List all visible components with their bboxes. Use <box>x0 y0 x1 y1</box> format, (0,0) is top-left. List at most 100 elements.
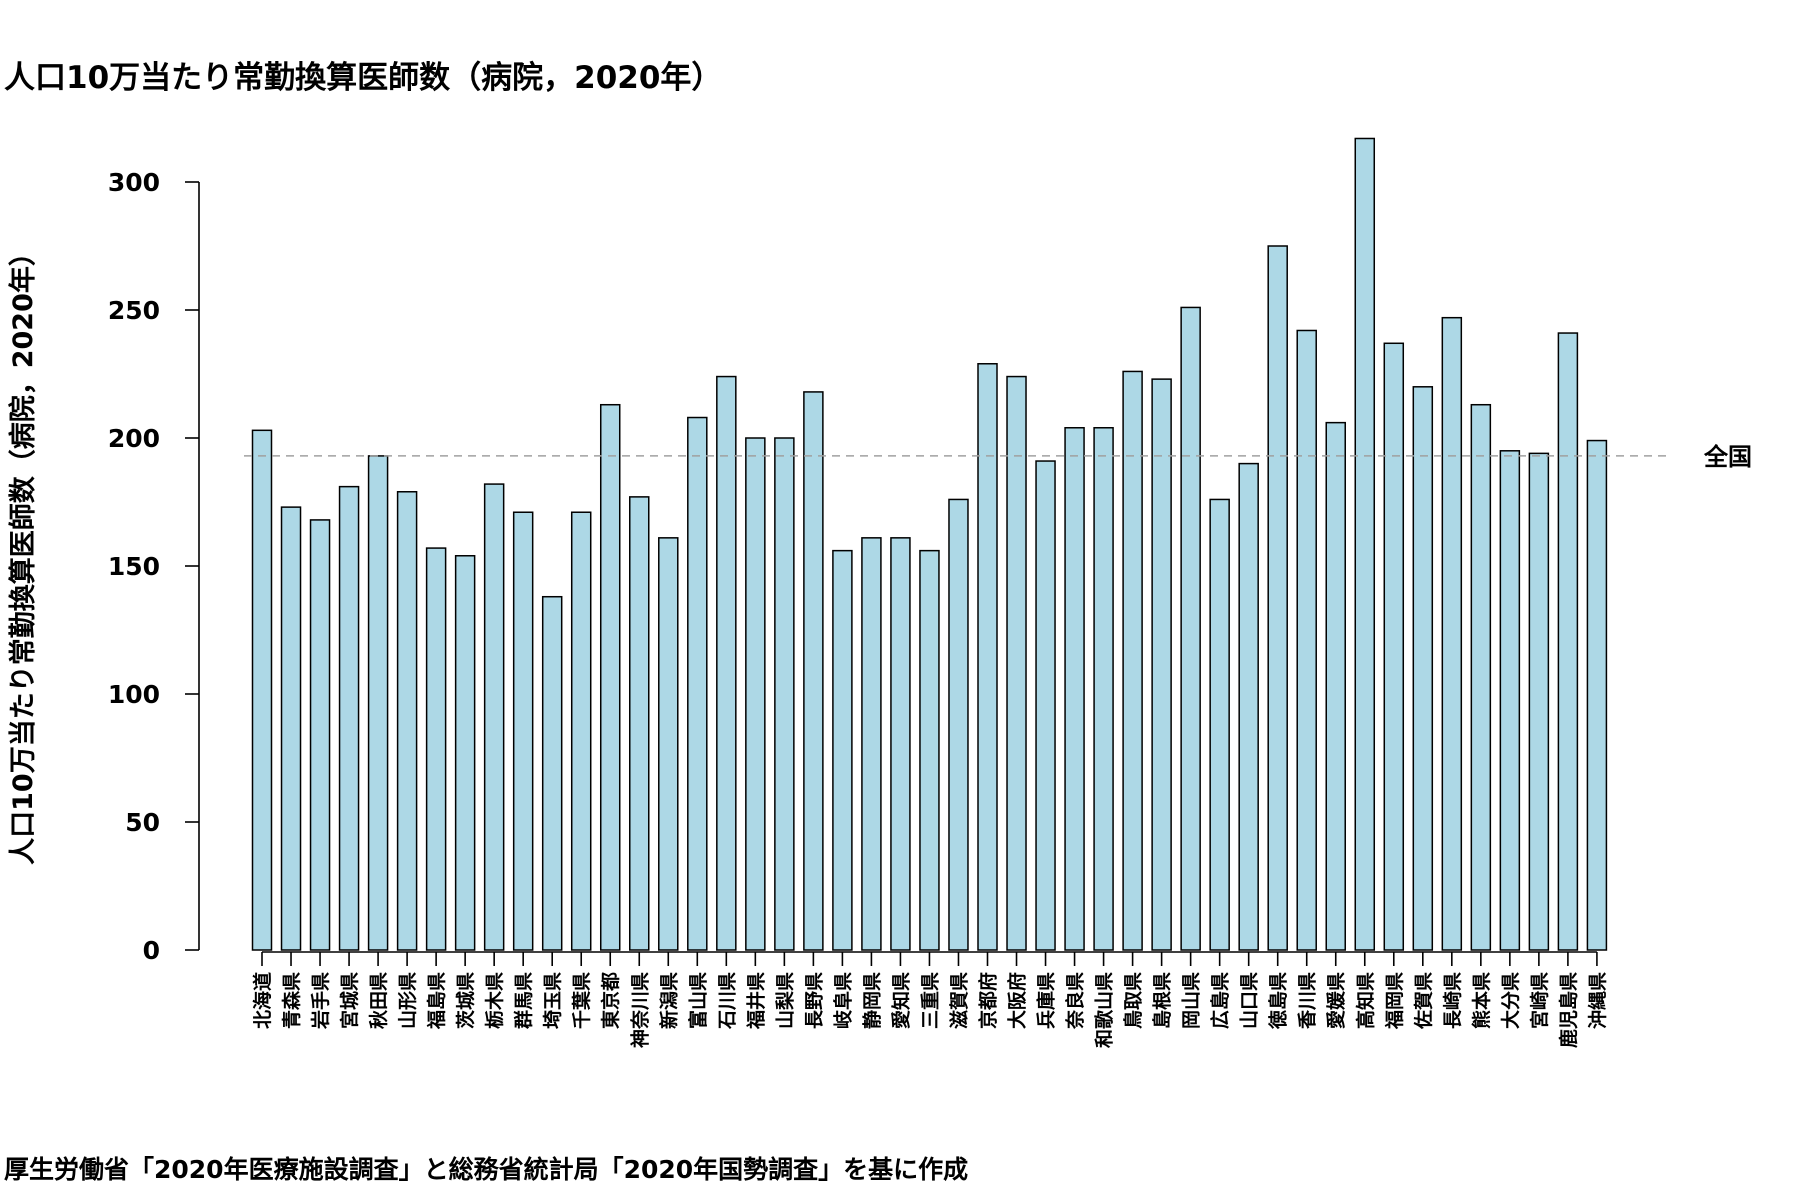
x-tick-label: 石川県 <box>716 972 738 1030</box>
bar <box>1325 421 1346 951</box>
bar <box>1006 375 1027 951</box>
bar <box>1528 452 1550 951</box>
bar <box>1412 386 1434 951</box>
x-tick-label: 山梨県 <box>773 972 796 1029</box>
bar <box>1151 378 1172 951</box>
x-tick-label: 高知県 <box>1354 972 1377 1029</box>
x-tick-label: 福井県 <box>744 972 767 1030</box>
x-tick-label: 滋賀県 <box>947 972 970 1029</box>
bar <box>629 496 650 951</box>
bar <box>1586 439 1608 951</box>
bar <box>1354 137 1376 951</box>
bar <box>832 549 853 951</box>
bar <box>483 483 505 951</box>
y-tick-label: 50 <box>125 808 160 837</box>
x-tick-label: 沖縄県 <box>1586 972 1609 1029</box>
bar <box>454 555 476 951</box>
x-tick-label: 東京都 <box>599 972 622 1029</box>
bar <box>251 429 273 951</box>
bar <box>977 363 998 951</box>
bar <box>1499 450 1521 951</box>
x-tick-label: 和歌山県 <box>1093 972 1116 1048</box>
x-tick-label: 山形県 <box>397 972 419 1029</box>
bar <box>1238 462 1259 951</box>
bar <box>1470 403 1492 951</box>
bar <box>338 485 360 951</box>
bar <box>890 537 911 951</box>
x-tick-label: 宮崎県 <box>1528 972 1551 1029</box>
y-tick-label: 0 <box>143 936 160 965</box>
x-tick-label: 岐阜県 <box>831 972 854 1029</box>
x-tick-label: 栃木県 <box>483 972 506 1029</box>
bar <box>599 403 621 951</box>
bar <box>1093 427 1114 951</box>
bar <box>774 437 795 951</box>
x-tick-label: 大分県 <box>1499 972 1522 1029</box>
y-tick-label: 250 <box>108 296 160 325</box>
bar <box>396 491 418 951</box>
bar <box>658 537 679 951</box>
reference-line-group: 全国 <box>244 443 1752 471</box>
x-tick-label: 鳥取県 <box>1122 972 1145 1029</box>
x-tick-label: 佐賀県 <box>1412 972 1435 1030</box>
bar <box>1035 460 1056 951</box>
source-note: 厚生労働省「2020年医療施設調査」と総務省統計局「2020年国勢調査」を基に作… <box>4 1155 969 1184</box>
x-tick-label: 宮城県 <box>338 972 361 1029</box>
y-tick-label: 150 <box>108 552 160 581</box>
y-tick-label: 300 <box>108 168 160 197</box>
bar <box>1122 370 1143 951</box>
x-tick-label: 三重県 <box>919 972 941 1029</box>
bar <box>919 549 940 951</box>
bar <box>541 595 563 951</box>
bars <box>251 137 1608 951</box>
y-tick-label: 200 <box>108 424 160 453</box>
x-tick-label: 広島県 <box>1209 972 1232 1029</box>
x-tick-label: 愛知県 <box>889 972 912 1029</box>
bar <box>1383 342 1405 951</box>
x-tick-label: 長崎県 <box>1441 972 1464 1029</box>
x-tick-label: 福島県 <box>425 972 448 1030</box>
x-tick-label: 京都府 <box>977 972 1000 1029</box>
bar <box>1267 245 1288 951</box>
x-tick-label: 大阪府 <box>1006 972 1029 1029</box>
x-tick-label: 富山県 <box>686 972 709 1029</box>
x-tick-label: 山口県 <box>1239 972 1261 1029</box>
bar <box>1180 306 1201 951</box>
x-tick-label: 茨城県 <box>454 972 477 1029</box>
x-tick-label: 岡山県 <box>1181 972 1203 1029</box>
x-tick-label: 静岡県 <box>860 972 883 1029</box>
bar <box>570 511 592 951</box>
bar <box>280 506 302 951</box>
x-tick-label: 熊本県 <box>1470 972 1493 1029</box>
bar <box>948 498 969 951</box>
x-tick-label: 青森県 <box>280 972 303 1029</box>
x-tick-label: 長野県 <box>803 972 825 1029</box>
x-tick-label: 島根県 <box>1151 972 1174 1029</box>
chart-title: 人口10万当たり常勤換算医師数（病院，2020年） <box>4 60 723 96</box>
bar <box>687 416 708 951</box>
x-tick-label: 北海道 <box>251 972 274 1029</box>
bar <box>1557 332 1579 951</box>
x-axis: 北海道 青森県 岩手県 宮城県 秋田県 山形県 福島県 茨城県 栃木県 群馬県 埼玉県 千葉県 東京都神… <box>251 951 1609 1048</box>
bar <box>1209 498 1230 951</box>
bar <box>861 537 882 951</box>
x-tick-label: 群馬県 <box>512 972 535 1030</box>
bar <box>1296 329 1317 951</box>
x-tick-label: 岩手県 <box>309 972 332 1030</box>
bar <box>745 437 766 951</box>
bar <box>1441 316 1463 951</box>
x-tick-label: 千葉県 <box>571 972 593 1029</box>
x-tick-label: 香川県 <box>1297 972 1319 1030</box>
x-tick-label: 兵庫県 <box>1035 972 1058 1029</box>
x-tick-label: 徳島県 <box>1267 972 1290 1030</box>
x-tick-label: 神奈川県 <box>628 972 651 1048</box>
x-tick-label: 愛媛県 <box>1325 972 1348 1029</box>
reference-line-label: 全国 <box>1703 443 1752 471</box>
bar <box>803 391 824 951</box>
bar <box>309 519 331 951</box>
x-tick-label: 埼玉県 <box>541 972 564 1029</box>
bar <box>425 547 447 951</box>
y-tick-label: 100 <box>108 680 160 709</box>
bar <box>512 511 534 951</box>
